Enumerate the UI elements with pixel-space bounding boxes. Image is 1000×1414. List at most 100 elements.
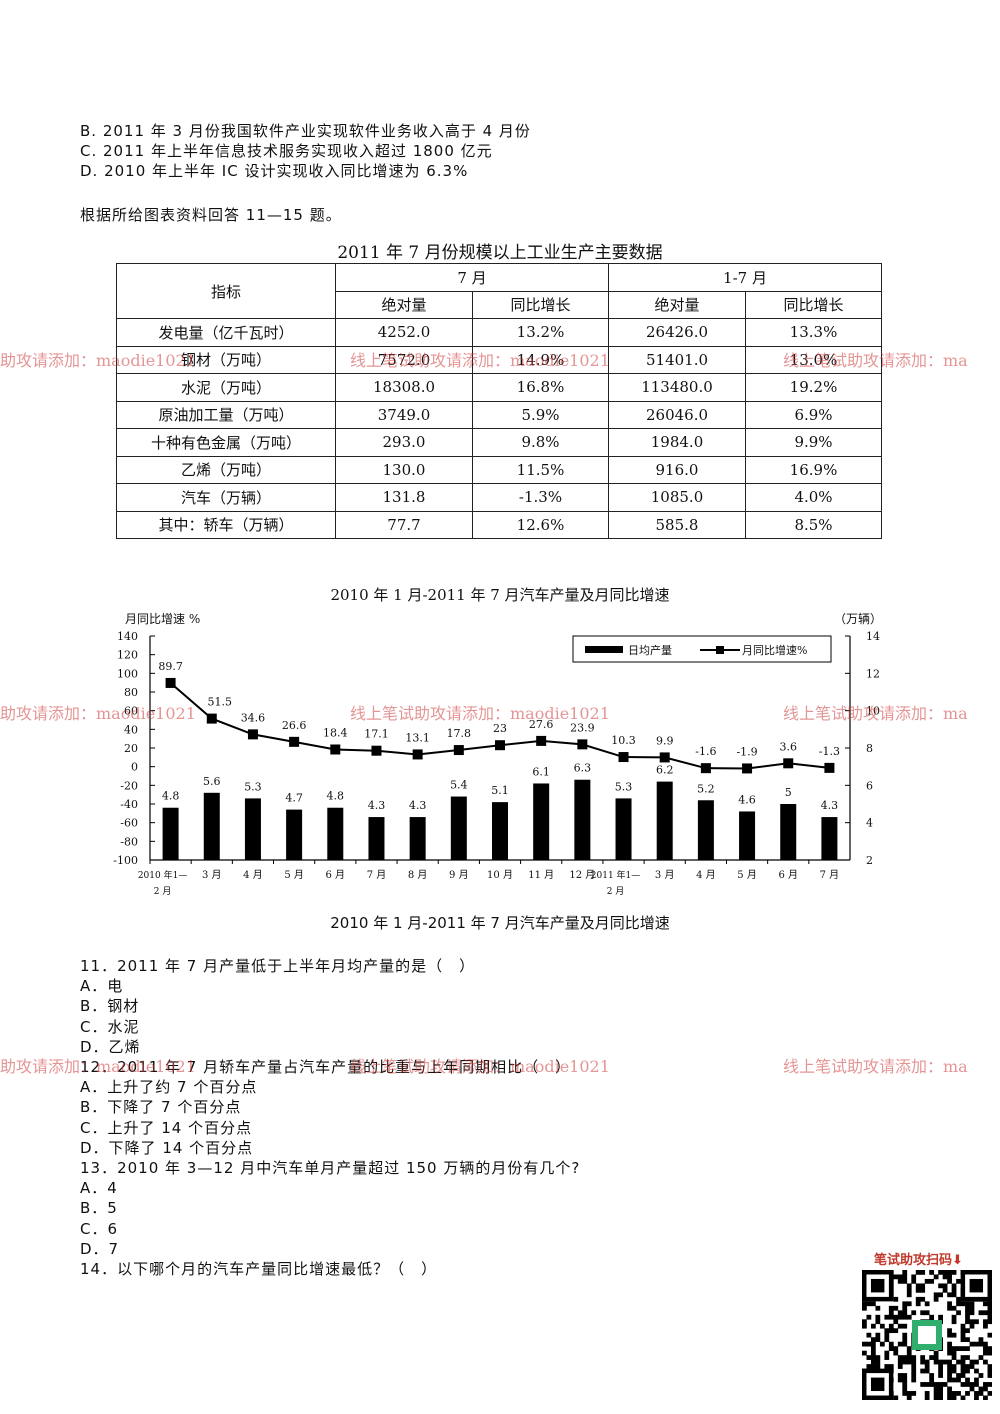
y-right-tick-label: 6 bbox=[866, 779, 873, 792]
watermark: 助攻请添加：maodie1021 bbox=[0, 351, 196, 370]
table-cell-jul: 4252.0 bbox=[335, 318, 473, 347]
table-cell-jul-yoy: 14.9% bbox=[472, 345, 609, 374]
table-cell-name: 十种有色金属（万吨） bbox=[116, 428, 336, 457]
bar-value-label: 6.2 bbox=[656, 764, 674, 777]
table-cell-name: 发电量（亿千瓦时） bbox=[116, 318, 336, 347]
table-cell-name: 水泥（万吨） bbox=[116, 373, 336, 402]
bar bbox=[327, 807, 344, 860]
line-point bbox=[289, 736, 300, 747]
table-cell-ytd-yoy: 6.9% bbox=[745, 400, 882, 429]
table-row: 原油加工量（万吨） 3749.0 5.9% 26046.0 6.9% bbox=[116, 400, 882, 429]
watermark: 助攻请添加：maodie1021 bbox=[0, 704, 196, 723]
x-tick-label: 6 月 bbox=[778, 869, 798, 881]
bar-value-label: 4.3 bbox=[409, 799, 427, 812]
table-cell-ytd: 26046.0 bbox=[608, 400, 746, 429]
line-point bbox=[700, 763, 711, 774]
table-cell-ytd: 51401.0 bbox=[608, 345, 746, 374]
table-cell-jul: 293.0 bbox=[335, 428, 473, 457]
legend-line-label: 月同比增速% bbox=[742, 643, 807, 657]
x-tick-label: 7 月 bbox=[820, 869, 840, 881]
x-tick-label: 3 月 bbox=[655, 869, 675, 881]
table-cell-jul: 18308.0 bbox=[335, 373, 473, 402]
y-left-tick-label: 40 bbox=[124, 723, 138, 736]
header-indicator: 指标 bbox=[116, 263, 336, 319]
line-point bbox=[824, 762, 835, 773]
x-tick-label: 5 月 bbox=[737, 869, 757, 881]
bar-value-label: 5.3 bbox=[244, 780, 262, 793]
qr-code-icon[interactable] bbox=[862, 1270, 992, 1400]
y-right-tick-label: 2 bbox=[866, 854, 873, 867]
table-header-row: 指标 7 月 1-7 月 bbox=[116, 263, 882, 319]
y-left-tick-label: 140 bbox=[117, 630, 138, 643]
question-option: A．上升了约 7 个百分点 bbox=[80, 1078, 258, 1097]
line-point bbox=[577, 739, 588, 750]
line-point bbox=[247, 729, 258, 740]
bar-value-label: 5.2 bbox=[697, 782, 715, 795]
y-left-tick-label: -80 bbox=[120, 835, 138, 848]
question-option: C．6 bbox=[80, 1219, 119, 1238]
bar-value-label: 4.6 bbox=[738, 793, 756, 806]
table-cell-ytd: 585.8 bbox=[608, 510, 746, 539]
bar-value-label: 4.8 bbox=[327, 790, 345, 803]
y-left-label: 月同比增速 % bbox=[125, 612, 200, 626]
question-option: C．上升了 14 个百分点 bbox=[80, 1118, 253, 1137]
table-row: 汽车（万辆） 131.8 -1.3% 1085.0 4.0% bbox=[116, 483, 882, 512]
table-cell-ytd: 1085.0 bbox=[608, 483, 746, 512]
bar-value-label: 4.7 bbox=[285, 792, 303, 805]
table-cell-ytd-yoy: 19.2% bbox=[745, 373, 882, 402]
bar-value-label: 4.3 bbox=[821, 799, 839, 812]
table-cell-ytd: 113480.0 bbox=[608, 373, 746, 402]
y-right-tick-label: 12 bbox=[866, 667, 880, 680]
y-right-tick-label: 4 bbox=[866, 817, 873, 830]
table-row: 其中：轿车（万辆） 77.7 12.6% 585.8 8.5% bbox=[116, 510, 882, 539]
table-cell-name: 钢材（万吨） bbox=[116, 345, 336, 374]
bar-value-label: 5.6 bbox=[203, 775, 221, 788]
question-stem: 13．2010 年 3—12 月中汽车单月产量超过 150 万辆的月份有几个? bbox=[80, 1159, 581, 1177]
bar bbox=[697, 800, 714, 860]
table-row: 十种有色金属（万吨） 293.0 9.8% 1984.0 9.9% bbox=[116, 428, 882, 457]
bar-value-label: 4.3 bbox=[368, 799, 386, 812]
watermark: 线上笔试助攻请添加：maodie1021 bbox=[350, 351, 610, 370]
bar-value-label: 4.8 bbox=[162, 790, 180, 803]
watermark: 线上笔试助攻请添加：maodie1021 bbox=[350, 1057, 610, 1076]
table-cell-jul-yoy: 12.6% bbox=[472, 510, 609, 539]
table-cell-ytd-yoy: 13.0% bbox=[745, 345, 882, 374]
question-option: D．乙烯 bbox=[80, 1037, 141, 1056]
bar bbox=[492, 802, 508, 860]
question-option: B．钢材 bbox=[80, 997, 140, 1016]
table-title: 2011 年 7 月份规模以上工业生产主要数据 bbox=[337, 243, 663, 263]
y-left-tick-label: -100 bbox=[113, 854, 138, 867]
legend-bar-swatch bbox=[585, 646, 623, 653]
question-option: A．电 bbox=[80, 977, 124, 996]
x-tick-label: 9 月 bbox=[449, 869, 469, 881]
header-yoy2: 同比增长 bbox=[745, 290, 882, 319]
bar-value-label: 5.4 bbox=[450, 779, 468, 792]
bar bbox=[574, 779, 591, 860]
line-value-label: 23.9 bbox=[570, 721, 595, 734]
line-point bbox=[495, 740, 505, 751]
y-left-tick-label: 100 bbox=[117, 667, 138, 680]
watermark: 线上笔试助攻请添加：ma bbox=[783, 351, 968, 370]
chart-title: 2010 年 1 月-2011 年 7 月汽车产量及月同比增速 bbox=[330, 586, 670, 604]
header-yoy: 同比增长 bbox=[472, 290, 609, 319]
y-left-tick-label: 20 bbox=[124, 742, 138, 755]
table-cell-name: 汽车（万辆） bbox=[116, 483, 336, 512]
legend-bar-label: 日均产量 bbox=[628, 643, 672, 657]
table-cell-jul: 131.8 bbox=[335, 483, 473, 512]
table-cell-jul: 130.0 bbox=[335, 455, 473, 484]
bar bbox=[450, 796, 467, 860]
y-left-tick-label: 60 bbox=[124, 705, 138, 718]
x-tick-label: 2010 年1— bbox=[138, 869, 188, 881]
bar bbox=[739, 811, 756, 860]
line-point bbox=[783, 758, 794, 769]
x-tick-label: 3 月 bbox=[202, 869, 222, 881]
table-cell-jul: 77.7 bbox=[335, 510, 473, 539]
x-tick-label: 5 月 bbox=[284, 869, 304, 881]
table-cell-ytd: 26426.0 bbox=[608, 318, 746, 347]
line-value-label: 51.5 bbox=[208, 696, 233, 709]
line-value-label: 89.7 bbox=[158, 660, 183, 673]
bar bbox=[615, 798, 632, 860]
header-abs2: 绝对量 bbox=[608, 290, 746, 319]
bar-value-label: 6.1 bbox=[532, 765, 550, 778]
table-cell-ytd-yoy: 13.3% bbox=[745, 318, 882, 347]
